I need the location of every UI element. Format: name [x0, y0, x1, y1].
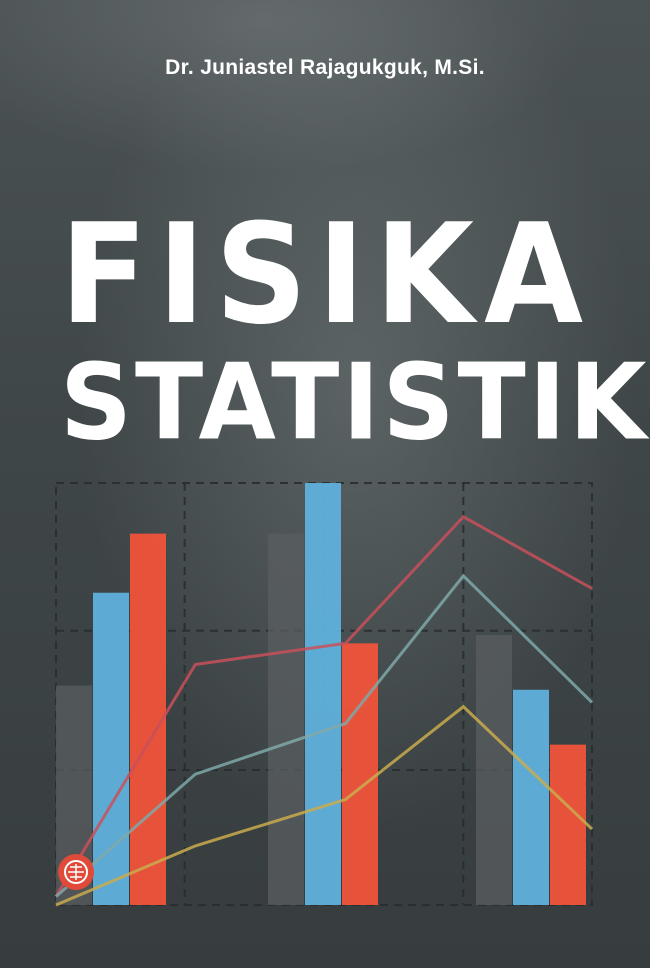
bar-red-2: [550, 744, 586, 905]
bar-red-0: [130, 533, 166, 905]
title-line-2: STATISTIK: [60, 340, 650, 464]
bar-blue-2: [513, 689, 549, 905]
series-line-red: [54, 514, 593, 898]
series-line-teal: [55, 573, 594, 898]
series-line-yellow: [55, 704, 594, 907]
bar-red-1: [342, 643, 378, 905]
title-line-1: FISIKA: [60, 194, 594, 356]
light-glare: [0, 0, 650, 200]
publisher-logo-icon: [58, 854, 94, 890]
bar-gray-2: [476, 634, 512, 905]
bar-blue-0: [93, 592, 129, 905]
bar-blue-1: [305, 483, 341, 905]
author-name: Dr. Juniastel Rajagukguk, M.Si.: [165, 56, 485, 79]
bar-gray-1: [268, 533, 304, 905]
